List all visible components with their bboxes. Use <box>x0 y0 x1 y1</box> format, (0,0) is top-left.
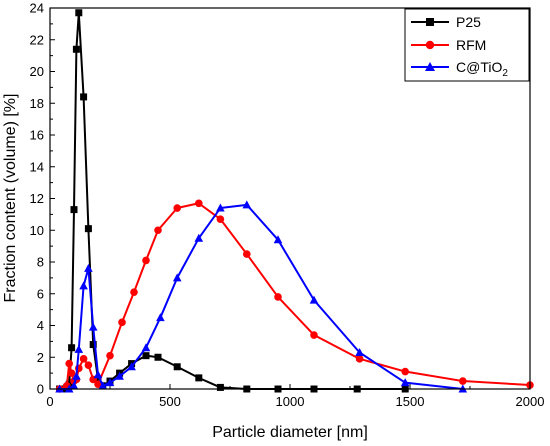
data-point-ctio2 <box>79 281 88 290</box>
y-axis-title: Fraction content (volume) [%] <box>2 94 19 303</box>
data-point-ctio2 <box>84 263 93 272</box>
x-axis-title: Particle diameter [nm] <box>212 424 368 441</box>
data-point-p25 <box>142 352 150 360</box>
plot-frame <box>49 7 531 390</box>
data-point-p25 <box>173 363 181 371</box>
series-rfm <box>55 199 534 393</box>
legend-label-ctio2: C@TiO2 <box>456 59 508 79</box>
data-point-p25 <box>70 206 78 214</box>
legend-label-ctio2-main: C@TiO <box>456 59 502 75</box>
data-point-rfm <box>355 355 364 363</box>
x-tick-label: 500 <box>159 394 181 409</box>
y-tick-label: 18 <box>30 96 44 111</box>
data-point-ctio2 <box>355 347 364 356</box>
y-tick-label: 0 <box>37 382 44 397</box>
y-tick-label: 22 <box>30 32 44 47</box>
data-point-rfm <box>173 204 181 212</box>
data-point-p25 <box>72 45 80 53</box>
data-point-rfm <box>79 355 88 363</box>
data-point-rfm <box>65 359 73 368</box>
series-ctio2 <box>55 200 468 393</box>
data-point-rfm <box>459 377 467 385</box>
data-point-p25 <box>216 383 224 391</box>
data-point-p25 <box>84 225 92 233</box>
data-point-p25 <box>154 353 162 361</box>
y-tick-label: 12 <box>30 191 44 206</box>
data-point-p25 <box>94 375 102 383</box>
x-tick-label: 1000 <box>276 394 305 409</box>
y-tick-label: 4 <box>37 318 44 333</box>
data-point-ctio2 <box>172 273 182 282</box>
y-tick-label: 20 <box>30 64 44 79</box>
legend-item-p25: P25 <box>411 14 481 30</box>
data-point-rfm <box>94 380 102 389</box>
data-point-rfm <box>130 288 138 296</box>
series-line-p25 <box>59 11 406 390</box>
y-tick-label: 24 <box>30 1 44 16</box>
legend-label-p25: P25 <box>456 14 481 30</box>
data-point-rfm <box>195 199 203 208</box>
data-point-rfm <box>274 293 282 301</box>
data-point-ctio2 <box>93 370 103 379</box>
y-tick-label: 8 <box>37 255 44 270</box>
data-point-ctio2 <box>156 313 165 322</box>
data-point-rfm <box>310 331 318 339</box>
series-p25 <box>56 9 409 393</box>
y-tick-label: 14 <box>30 159 44 174</box>
x-tick-label: 0 <box>46 394 53 409</box>
data-point-ctio2 <box>69 381 79 390</box>
data-point-rfm <box>401 367 410 376</box>
legend-marker-rfm <box>425 40 435 50</box>
legend-marker-p25 <box>426 18 434 26</box>
data-point-rfm <box>106 351 114 360</box>
x-tick-label: 1500 <box>396 394 425 409</box>
y-tick-label: 2 <box>37 350 44 365</box>
data-point-p25 <box>195 374 203 382</box>
y-tick-label: 10 <box>30 223 44 238</box>
data-point-rfm <box>84 361 93 369</box>
data-point-ctio2 <box>74 344 84 353</box>
data-point-rfm <box>243 250 251 258</box>
x-tick-label: 2000 <box>516 394 545 409</box>
legend-item-ctio2: C@TiO2 <box>411 59 508 79</box>
data-point-rfm <box>142 256 150 265</box>
data-point-p25 <box>75 9 83 17</box>
data-point-ctio2 <box>194 233 204 242</box>
data-point-ctio2 <box>400 378 410 387</box>
legend: P25 RFM C@TiO2 <box>404 8 530 82</box>
data-point-rfm <box>67 369 76 377</box>
data-point-ctio2 <box>88 322 98 331</box>
data-point-ctio2 <box>273 235 283 244</box>
y-tick-label: 16 <box>30 128 44 143</box>
data-point-ctio2 <box>105 378 115 387</box>
data-point-ctio2 <box>309 295 319 304</box>
data-point-ctio2 <box>98 381 108 390</box>
data-point-ctio2 <box>127 362 136 371</box>
data-point-rfm <box>216 215 225 223</box>
legend-label-rfm: RFM <box>456 37 486 53</box>
legend-marker-ctio2 <box>425 62 435 71</box>
legend-item-rfm: RFM <box>411 37 486 53</box>
y-tick-label: 6 <box>37 286 44 301</box>
data-point-p25 <box>80 93 88 101</box>
data-point-p25 <box>89 341 97 349</box>
data-point-ctio2 <box>242 200 252 209</box>
series-line-ctio2 <box>59 203 463 390</box>
data-point-rfm <box>154 226 162 235</box>
data-point-ctio2 <box>72 371 81 380</box>
data-point-ctio2 <box>141 343 151 352</box>
data-point-p25 <box>68 344 76 352</box>
data-point-ctio2 <box>216 203 225 212</box>
data-point-ctio2 <box>115 371 124 380</box>
legend-label-ctio2-subscript: 2 <box>502 68 508 79</box>
data-point-rfm <box>118 318 126 327</box>
